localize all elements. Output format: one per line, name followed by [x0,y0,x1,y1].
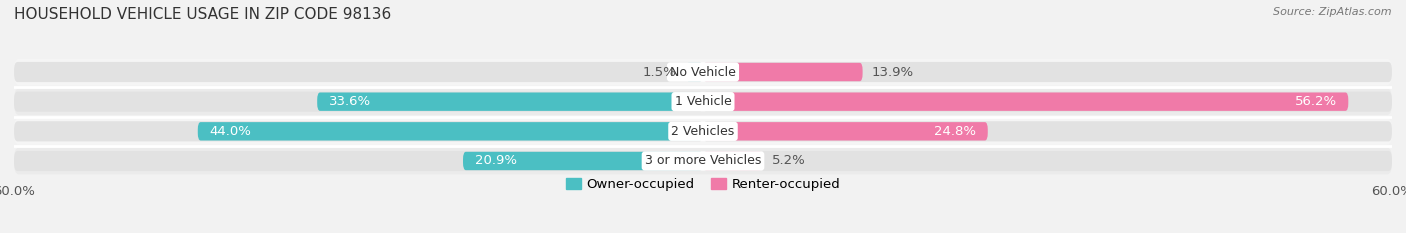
Text: 24.8%: 24.8% [934,125,976,138]
FancyBboxPatch shape [14,62,703,82]
FancyBboxPatch shape [14,118,1392,145]
Text: Source: ZipAtlas.com: Source: ZipAtlas.com [1274,7,1392,17]
FancyBboxPatch shape [703,121,1392,141]
FancyBboxPatch shape [703,93,1348,111]
FancyBboxPatch shape [14,121,703,141]
Legend: Owner-occupied, Renter-occupied: Owner-occupied, Renter-occupied [565,178,841,191]
FancyBboxPatch shape [703,151,1392,171]
Text: No Vehicle: No Vehicle [671,65,735,79]
FancyBboxPatch shape [703,63,863,81]
Text: 56.2%: 56.2% [1295,95,1337,108]
Text: 5.2%: 5.2% [772,154,806,168]
Text: 20.9%: 20.9% [474,154,516,168]
FancyBboxPatch shape [14,151,703,171]
Text: HOUSEHOLD VEHICLE USAGE IN ZIP CODE 98136: HOUSEHOLD VEHICLE USAGE IN ZIP CODE 9813… [14,7,391,22]
FancyBboxPatch shape [686,63,703,81]
FancyBboxPatch shape [703,122,988,140]
Text: 1 Vehicle: 1 Vehicle [675,95,731,108]
FancyBboxPatch shape [14,59,1392,85]
Text: 33.6%: 33.6% [329,95,371,108]
FancyBboxPatch shape [703,62,1392,82]
FancyBboxPatch shape [14,148,1392,174]
Text: 1.5%: 1.5% [643,65,676,79]
FancyBboxPatch shape [198,122,703,140]
FancyBboxPatch shape [463,152,703,170]
FancyBboxPatch shape [318,93,703,111]
Text: 3 or more Vehicles: 3 or more Vehicles [645,154,761,168]
Text: 44.0%: 44.0% [209,125,252,138]
FancyBboxPatch shape [14,92,703,112]
FancyBboxPatch shape [703,152,762,170]
FancyBboxPatch shape [703,92,1392,112]
Text: 2 Vehicles: 2 Vehicles [672,125,734,138]
FancyBboxPatch shape [14,88,1392,115]
Text: 13.9%: 13.9% [872,65,914,79]
